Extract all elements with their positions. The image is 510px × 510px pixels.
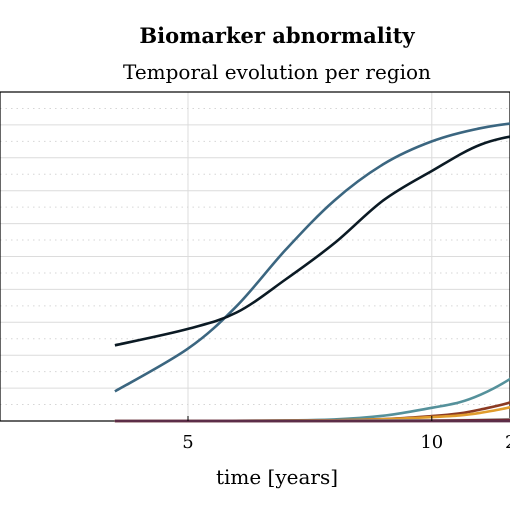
x-tick-label: 5: [182, 432, 193, 453]
series-line-8: [114, 418, 510, 423]
series-line-2: [114, 135, 510, 347]
series-line-9: [114, 419, 510, 423]
series-line-5: [114, 405, 510, 423]
x-tick-label: 10: [420, 432, 443, 453]
series-line-6: [114, 417, 510, 423]
x-tick-label: 2: [505, 432, 510, 453]
x-ticks: 51015202: [182, 416, 510, 453]
series-line-4: [114, 401, 510, 423]
series-line-1: [114, 122, 510, 393]
series-line-7: [114, 419, 510, 423]
x-axis-label: time [years]: [216, 465, 338, 489]
series-line-3: [114, 377, 510, 423]
series-group: [114, 122, 510, 423]
chart-subtitle: Temporal evolution per region: [123, 60, 431, 84]
chart-title: Biomarker abnormality: [139, 23, 415, 48]
